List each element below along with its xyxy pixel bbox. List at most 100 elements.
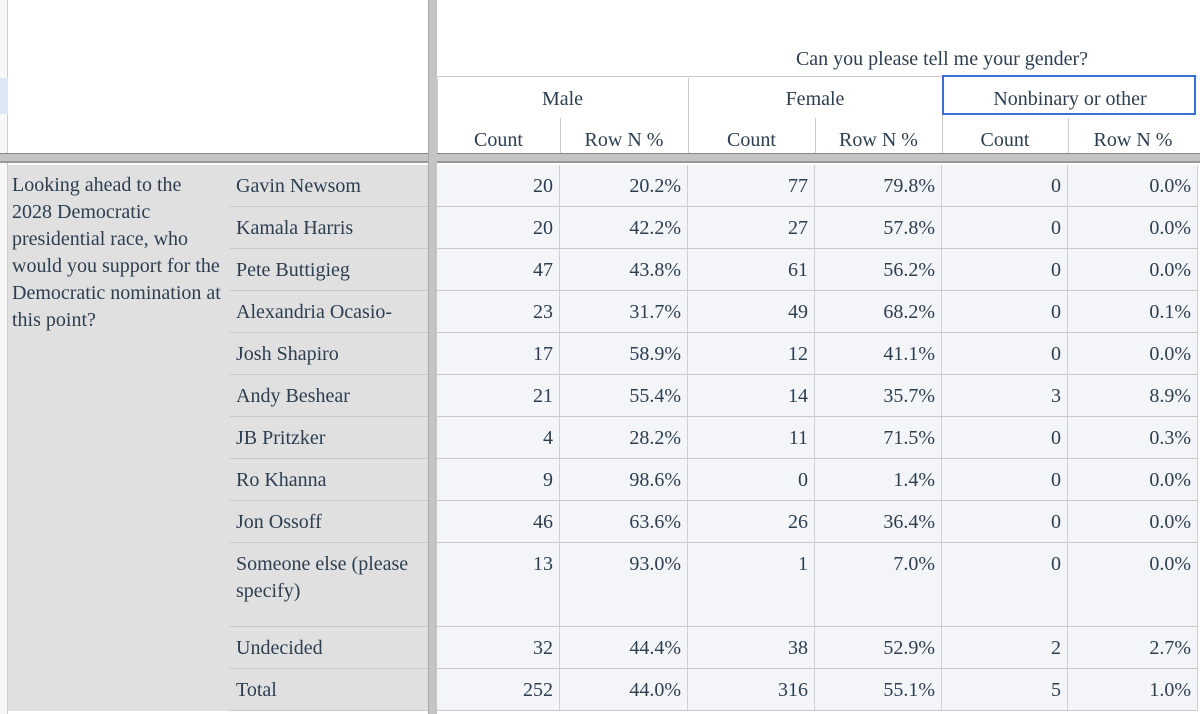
data-cell: 0: [688, 459, 815, 501]
data-cell: 0: [942, 333, 1068, 375]
data-cell: 27: [688, 207, 815, 249]
row-label: Andy Beshear: [230, 375, 428, 417]
data-cell: 55.1%: [815, 669, 942, 711]
column-divider: [815, 118, 816, 155]
data-cell: 56.2%: [815, 249, 942, 291]
data-cell: 35.7%: [815, 375, 942, 417]
data-cell: 0.0%: [1068, 459, 1198, 501]
group-divider: [942, 78, 943, 155]
data-cell: 49: [688, 291, 815, 333]
data-cell: 26: [688, 501, 815, 543]
data-cell: 3: [942, 375, 1068, 417]
column-header: Count: [980, 129, 1030, 151]
data-cell: 11: [688, 417, 815, 459]
data-cell: 71.5%: [815, 417, 942, 459]
data-cell: 42.2%: [560, 207, 688, 249]
column-divider: [1068, 118, 1069, 155]
column-header: Count: [727, 129, 776, 151]
data-cell: 55.4%: [560, 375, 688, 417]
data-cell: 252: [437, 669, 560, 711]
data-cell: 5: [942, 669, 1068, 711]
data-cell: 77: [688, 165, 815, 207]
data-cell: 44.0%: [560, 669, 688, 711]
data-cell: 0: [942, 501, 1068, 543]
data-cell: 23: [437, 291, 560, 333]
column-header: Row N %: [1093, 129, 1173, 151]
data-cell: 41.1%: [815, 333, 942, 375]
data-cell: 4: [437, 417, 560, 459]
data-cell: 93.0%: [560, 543, 688, 627]
data-cell: 0.0%: [1068, 207, 1198, 249]
table-title: Can you please tell me your gender?: [795, 48, 1089, 70]
data-cell: 0: [942, 249, 1068, 291]
data-cell: 61: [688, 249, 815, 291]
data-cell: 9: [437, 459, 560, 501]
data-cell: 0.0%: [1068, 501, 1198, 543]
row-header-selected: [0, 78, 8, 114]
data-cell: 8.9%: [1068, 375, 1198, 417]
data-cell: 20: [437, 207, 560, 249]
data-cell: 0.0%: [1068, 543, 1198, 627]
data-cell: 1.4%: [815, 459, 942, 501]
selection-box: [942, 75, 1196, 115]
data-cell: 0: [942, 459, 1068, 501]
data-cell: 13: [437, 543, 560, 627]
row-label: JB Pritzker: [230, 417, 428, 459]
stub-separator: [428, 0, 437, 714]
row-label: Alexandria Ocasio-Cortez: [230, 291, 428, 333]
question-label: Looking ahead to the 2028 Democratic pre…: [12, 174, 221, 331]
data-cell: 316: [688, 669, 815, 711]
data-cell: 63.6%: [560, 501, 688, 543]
column-header: Count: [474, 129, 523, 151]
data-cell: 2.7%: [1068, 627, 1198, 669]
data-cell: 0.1%: [1068, 291, 1198, 333]
data-cell: 58.9%: [560, 333, 688, 375]
group-divider: [688, 78, 689, 155]
data-cell: 57.8%: [815, 207, 942, 249]
column-header: Row N %: [839, 129, 918, 151]
data-cell: 98.6%: [560, 459, 688, 501]
row-label: Jon Ossoff: [230, 501, 428, 543]
row-label: Josh Shapiro: [230, 333, 428, 375]
data-cell: 28.2%: [560, 417, 688, 459]
data-cell: 0: [942, 417, 1068, 459]
row-label: Undecided: [230, 627, 428, 669]
data-cell: 47: [437, 249, 560, 291]
data-cell: 44.4%: [560, 627, 688, 669]
row-header-strip: [0, 0, 8, 714]
data-cell: 14: [688, 375, 815, 417]
group-header: Female: [785, 88, 845, 110]
column-divider: [560, 118, 561, 155]
row-label: Total: [230, 669, 428, 711]
header-rule: [437, 76, 1198, 77]
data-cell: 79.8%: [815, 165, 942, 207]
row-label: Kamala Harris: [230, 207, 428, 249]
header-separator: [0, 153, 1200, 163]
data-cell: 0.0%: [1068, 249, 1198, 291]
data-cell: 52.9%: [815, 627, 942, 669]
data-cell: 20.2%: [560, 165, 688, 207]
group-header: Nonbinary or other: [993, 88, 1147, 110]
data-cell: 0.0%: [1068, 333, 1198, 375]
group-divider: [437, 78, 438, 155]
data-cell: 21: [437, 375, 560, 417]
data-cell: 1: [688, 543, 815, 627]
data-cell: 0: [942, 207, 1068, 249]
data-cell: 0: [942, 543, 1068, 627]
data-cell: 43.8%: [560, 249, 688, 291]
row-label: Gavin Newsom: [230, 165, 428, 207]
row-label: Ro Khanna: [230, 459, 428, 501]
data-cell: 46: [437, 501, 560, 543]
row-label: Pete Buttigieg: [230, 249, 428, 291]
data-cell: 68.2%: [815, 291, 942, 333]
data-cell: 17: [437, 333, 560, 375]
data-cell: 7.0%: [815, 543, 942, 627]
data-cell: 12: [688, 333, 815, 375]
data-cell: 0: [942, 291, 1068, 333]
data-cell: 20: [437, 165, 560, 207]
data-cell: 31.7%: [560, 291, 688, 333]
data-cell: 0.3%: [1068, 417, 1198, 459]
data-cell: 0.0%: [1068, 165, 1198, 207]
column-header: Row N %: [584, 129, 664, 151]
data-cell: 0: [942, 165, 1068, 207]
